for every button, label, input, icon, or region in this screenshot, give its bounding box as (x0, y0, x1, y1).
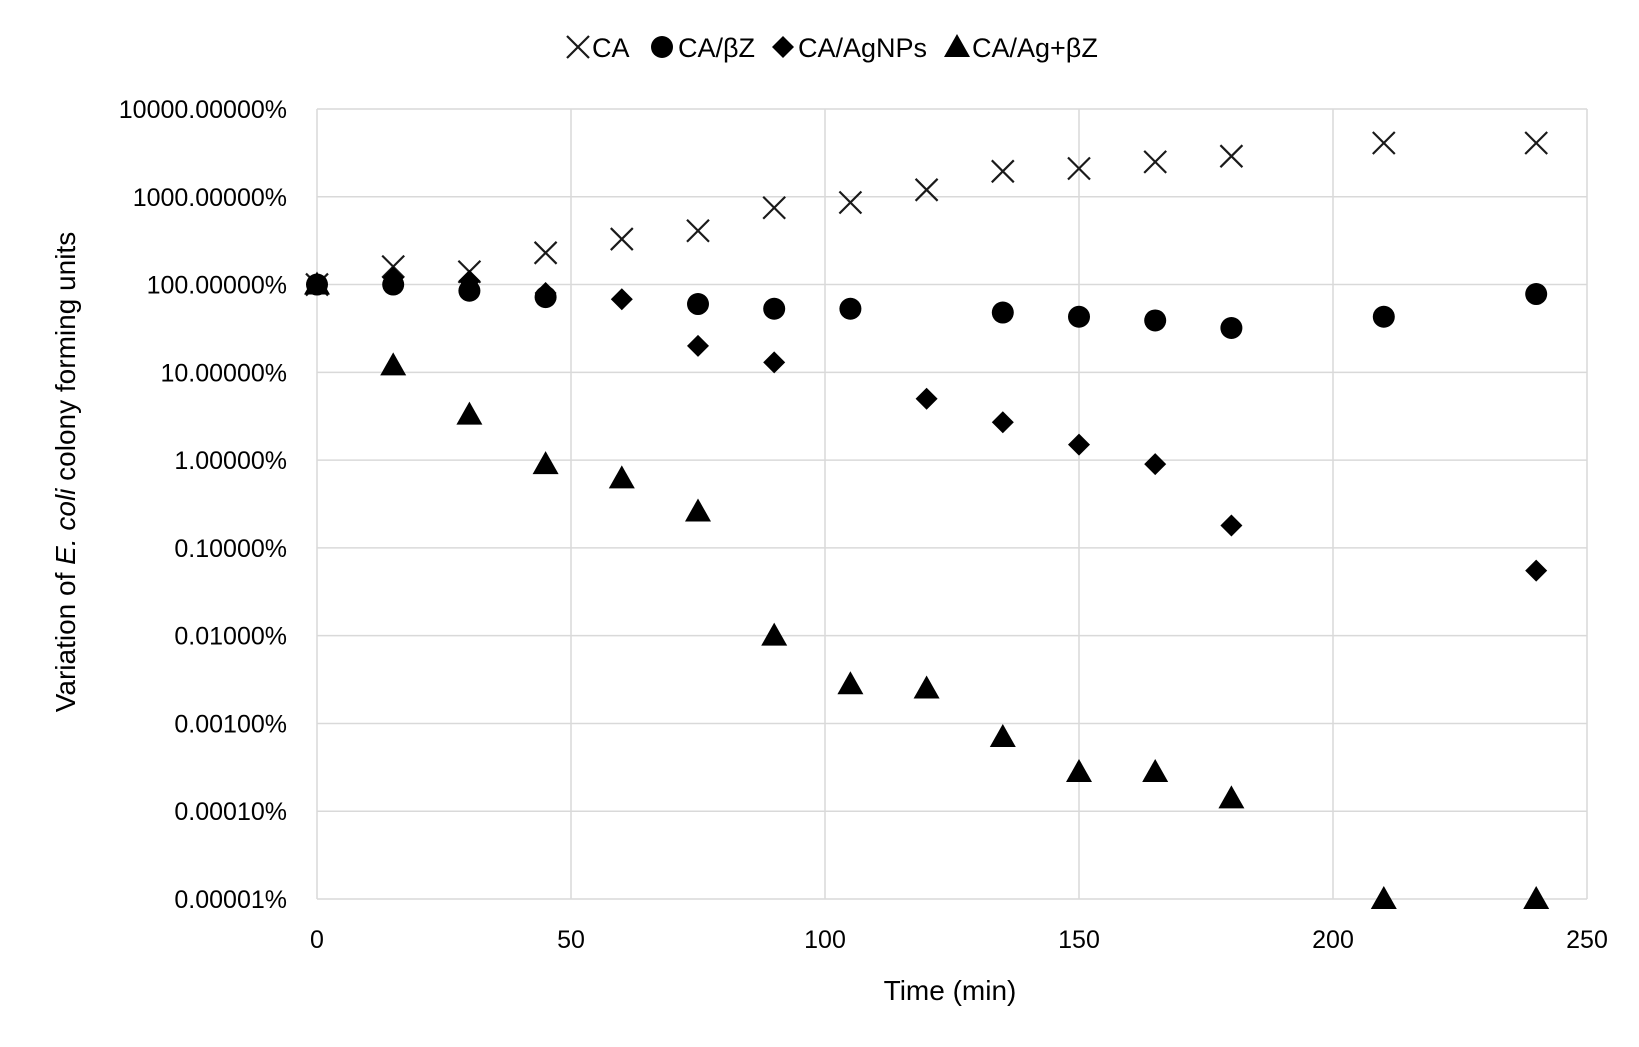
data-point (1220, 514, 1243, 537)
data-point (304, 271, 330, 295)
data-point (533, 241, 558, 265)
legend-item: CA/Ag+βZ (944, 33, 1098, 63)
data-point (687, 334, 709, 357)
y-tick-label: 1.00000% (174, 447, 287, 475)
legend-item: CA (566, 33, 630, 63)
data-point (1524, 131, 1548, 155)
data-point (1372, 305, 1395, 328)
data-point (1372, 131, 1396, 155)
x-tick-label: 200 (1312, 926, 1354, 954)
y-axis-title-italic: E. coli (50, 488, 81, 565)
legend-item: CA/AgNPs (772, 33, 927, 63)
legend-label: CA/Ag+βZ (972, 33, 1098, 63)
x-tick-label: 50 (557, 926, 585, 954)
data-point (608, 465, 635, 489)
y-tick-label: 10.00000% (160, 359, 287, 387)
data-point (763, 297, 786, 320)
data-point (686, 218, 710, 243)
data-point (914, 178, 939, 202)
data-point (1142, 758, 1169, 782)
legend-marker (944, 34, 970, 57)
x-axis-ticks: 0 50 100 150 200 250 (310, 926, 1608, 954)
y-axis-title-prefix: Variation of (50, 565, 81, 712)
y-axis-ticks: 0.00001% 0.00010% 0.00100% 0.01000% 0.10000%… (119, 96, 287, 914)
x-tick-label: 150 (1058, 926, 1100, 954)
series-2 (306, 266, 1548, 582)
y-tick-label: 0.01000% (174, 623, 287, 651)
data-point (458, 269, 481, 292)
data-point (532, 451, 559, 475)
data-point (763, 351, 786, 374)
data-point (838, 190, 863, 215)
y-tick-label: 1000.00000% (133, 184, 287, 212)
data-point (913, 675, 940, 699)
data-point (1068, 305, 1090, 328)
data-point (1370, 886, 1397, 909)
legend-marker (566, 35, 590, 59)
data-point (610, 288, 633, 311)
data-point (1067, 156, 1091, 181)
y-tick-label: 10000.00000% (119, 96, 287, 124)
data-point (1218, 785, 1245, 809)
y-tick-label: 0.00100% (174, 710, 287, 738)
data-point (991, 159, 1015, 184)
data-point (534, 282, 557, 305)
data-point (380, 352, 407, 376)
y-tick-label: 0.10000% (174, 535, 287, 563)
legend-item: CA/βZ (651, 33, 755, 63)
legend-label: CA (592, 33, 630, 63)
x-tick-label: 100 (804, 926, 846, 954)
legend: CA CA/βZ CA/AgNPs CA/Ag+βZ (566, 33, 1098, 63)
data-point (761, 622, 788, 646)
data-point (610, 227, 634, 251)
y-tick-label: 100.00000% (147, 272, 287, 300)
legend-label: CA/AgNPs (798, 33, 927, 63)
data-point (1219, 144, 1244, 168)
x-tick-label: 250 (1566, 926, 1608, 954)
data-point (1525, 283, 1548, 306)
data-point (991, 411, 1014, 434)
data-point (687, 293, 709, 316)
data-point (1220, 316, 1243, 339)
data-point (1068, 433, 1090, 456)
y-tick-label: 0.00010% (174, 798, 287, 826)
data-point (762, 195, 786, 220)
x-tick-label: 0 (310, 926, 324, 954)
data-point (1144, 309, 1167, 332)
legend-marker (772, 36, 794, 58)
data-point (1144, 453, 1167, 476)
legend-label: CA/βZ (678, 33, 755, 63)
series-3 (304, 271, 1550, 909)
y-tick-label: 0.00001% (174, 886, 287, 914)
data-point (991, 301, 1014, 324)
data-point (839, 297, 862, 320)
gridlines (316, 108, 1588, 900)
data-point (685, 498, 711, 522)
data-point (1523, 886, 1550, 909)
data-point (989, 724, 1016, 748)
data-point (456, 401, 483, 425)
y-axis-title: Variation of E. coli colony forming unit… (50, 232, 81, 712)
data-point (1525, 559, 1548, 582)
data-points (304, 131, 1550, 909)
data-point (1143, 150, 1167, 174)
x-axis-title: Time (min) (884, 975, 1017, 1006)
data-point (1066, 758, 1092, 782)
data-point (382, 266, 405, 289)
data-point (915, 387, 938, 410)
y-axis-title-suffix: colony forming units (50, 232, 81, 489)
data-point (837, 671, 864, 695)
legend-marker (651, 36, 673, 58)
